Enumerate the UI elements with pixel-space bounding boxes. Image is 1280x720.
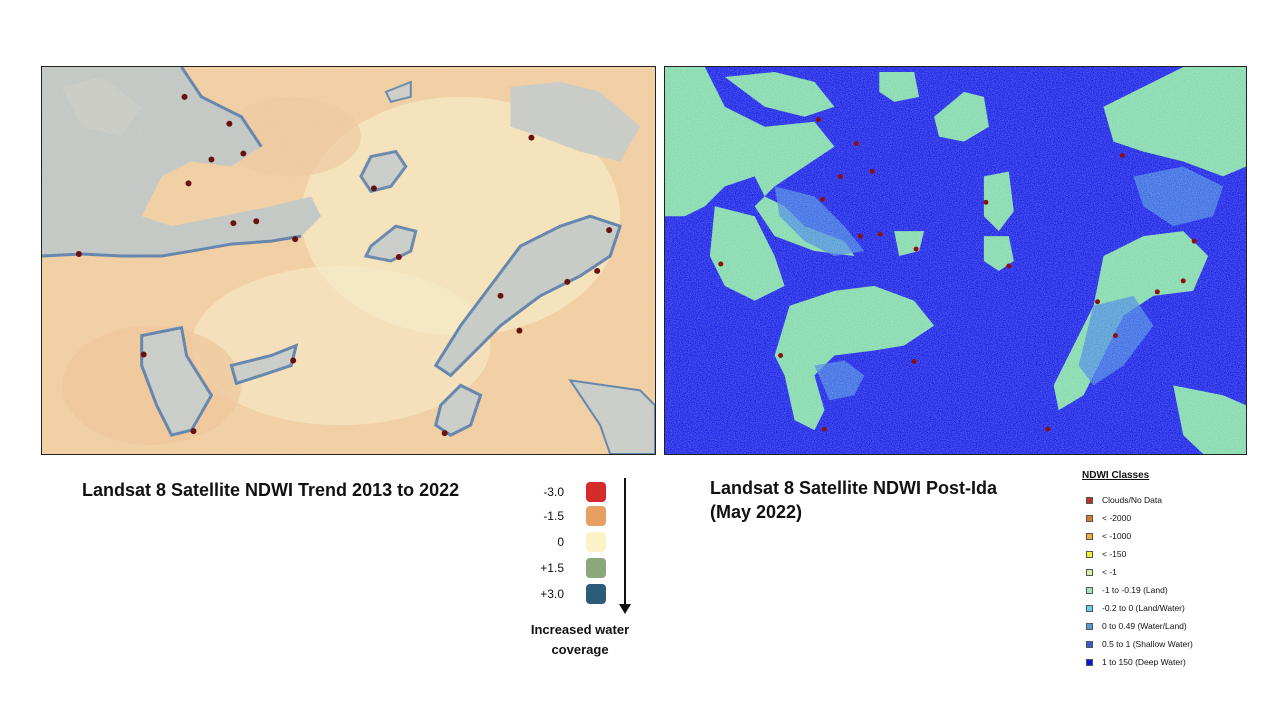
ndwi-legend-swatch xyxy=(1086,568,1093,576)
trend-note-line2: coverage xyxy=(551,642,609,657)
ndwi-trend-map xyxy=(41,66,656,455)
ndwi-legend-title: NDWI Classes xyxy=(1082,470,1150,481)
trend-legend-swatch xyxy=(586,584,606,604)
ndwi-legend-item: 0.5 to 1 (Shallow Water) xyxy=(1078,635,1258,653)
trend-legend-label: -3.0 xyxy=(543,485,564,499)
ndwi-legend-item: < -2000 xyxy=(1078,509,1258,527)
trend-legend-swatch xyxy=(586,482,606,502)
down-arrow-icon xyxy=(624,478,626,606)
ndwi-legend-item: -1 to -0.19 (Land) xyxy=(1078,581,1258,599)
trend-legend-item: 0 xyxy=(520,530,640,554)
ndwi-legend-label: 0 to 0.49 (Water/Land) xyxy=(1102,621,1187,631)
trend-legend-label: +1.5 xyxy=(540,561,564,575)
ndwi-legend-items: Clouds/No Data < -2000 < -1000 < -150 < -1 -1… xyxy=(1078,491,1258,671)
ndwi-legend-item: 1 to 150 (Deep Water) xyxy=(1078,653,1258,671)
ndwi-legend-swatch xyxy=(1086,622,1093,630)
trend-legend-swatch xyxy=(586,558,606,578)
trend-legend-item: +1.5 xyxy=(520,556,640,580)
trend-legend-label: 0 xyxy=(557,535,564,549)
ndwi-post-ida-map xyxy=(664,66,1247,455)
ndwi-legend-item: 0 to 0.49 (Water/Land) xyxy=(1078,617,1258,635)
ndwi-trend-map-graphic xyxy=(42,67,655,454)
ndwi-legend-swatch xyxy=(1086,604,1093,612)
trend-legend-label: +3.0 xyxy=(540,587,564,601)
ndwi-legend-label: -0.2 to 0 (Land/Water) xyxy=(1102,603,1185,613)
trend-legend-item: +3.0 xyxy=(520,582,640,606)
arrowhead-icon xyxy=(619,604,631,614)
ndwi-legend-swatch xyxy=(1086,550,1093,558)
ndwi-legend-swatch xyxy=(1086,586,1093,594)
ndwi-legend-label: 1 to 150 (Deep Water) xyxy=(1102,657,1186,667)
ndwi-legend-swatch xyxy=(1086,640,1093,648)
trend-legend: -3.0 -1.5 0 +1.5 +3.0 Increased water co… xyxy=(520,478,660,668)
ndwi-legend-label: < -1000 xyxy=(1102,531,1132,541)
ndwi-legend-swatch xyxy=(1086,658,1093,666)
post-ida-caption-line2: (May 2022) xyxy=(710,502,803,522)
ndwi-legend-item: < -150 xyxy=(1078,545,1258,563)
ndwi-legend-swatch xyxy=(1086,514,1093,522)
post-ida-site-markers xyxy=(718,117,1197,432)
ndwi-legend-label: < -1 xyxy=(1102,567,1117,577)
post-ida-caption-line1: Landsat 8 Satellite NDWI Post-Ida xyxy=(710,478,998,498)
ndwi-legend-label: Clouds/No Data xyxy=(1102,495,1163,505)
ndwi-post-ida-map-graphic xyxy=(665,67,1246,454)
ndwi-legend-item: -0.2 to 0 (Land/Water) xyxy=(1078,599,1258,617)
trend-site-markers xyxy=(75,93,613,437)
trend-legend-note: Increased water coverage xyxy=(520,620,640,660)
ndwi-classes-legend: NDWI Classes Clouds/No Data < -2000 < -100… xyxy=(1078,470,1258,671)
ndwi-legend-label: -1 to -0.19 (Land) xyxy=(1102,585,1168,595)
post-ida-map-caption: Landsat 8 Satellite NDWI Post-Ida (May 2… xyxy=(710,476,1050,524)
ndwi-legend-label: < -2000 xyxy=(1102,513,1132,523)
trend-legend-swatch xyxy=(586,532,606,552)
ndwi-legend-swatch xyxy=(1086,532,1093,540)
ndwi-legend-item: < -1 xyxy=(1078,563,1258,581)
trend-note-line1: Increased water xyxy=(530,622,630,637)
trend-legend-swatch xyxy=(586,506,606,526)
ndwi-legend-item: < -1000 xyxy=(1078,527,1258,545)
trend-legend-item: -1.5 xyxy=(520,504,640,528)
ndwi-legend-item: Clouds/No Data xyxy=(1078,491,1258,509)
trend-legend-item: -3.0 xyxy=(520,480,640,504)
ndwi-legend-label: 0.5 to 1 (Shallow Water) xyxy=(1102,639,1193,649)
trend-legend-label: -1.5 xyxy=(543,509,564,523)
ndwi-legend-label: < -150 xyxy=(1102,549,1127,559)
ndwi-legend-swatch xyxy=(1086,496,1093,504)
trend-map-caption: Landsat 8 Satellite NDWI Trend 2013 to 2… xyxy=(82,480,460,500)
